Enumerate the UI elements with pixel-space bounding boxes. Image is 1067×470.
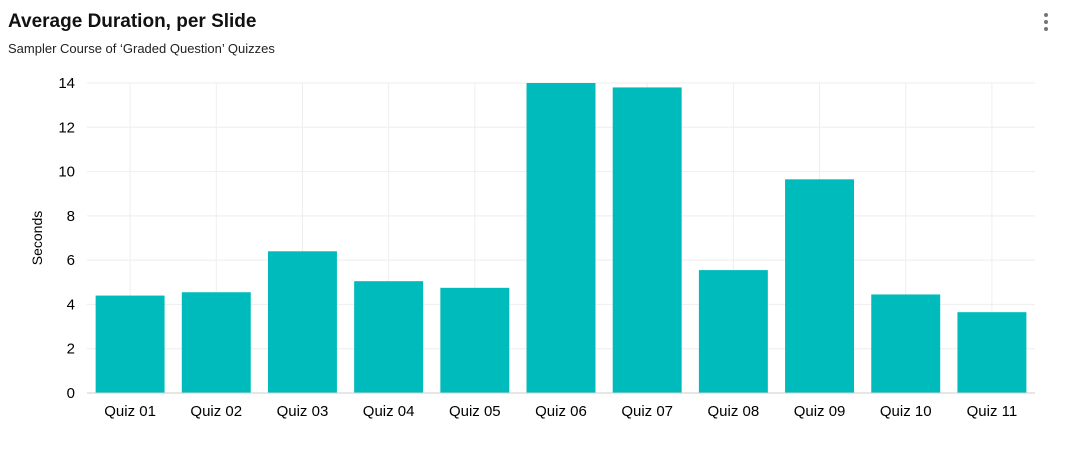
x-tick-label: Quiz 01 <box>104 403 156 420</box>
x-tick-label: Quiz 10 <box>880 403 932 420</box>
more-options-button[interactable] <box>1036 10 1056 34</box>
y-axis-title: Seconds <box>29 211 45 265</box>
x-tick-label: Quiz 06 <box>535 403 587 420</box>
x-tick-label: Quiz 04 <box>363 403 415 420</box>
x-tick-labels: Quiz 01 Quiz 02 Quiz 03 Quiz 04 Quiz 05 Quiz … <box>104 403 1017 420</box>
x-tick-label: Quiz 11 <box>967 403 1018 420</box>
y-tick-label: 0 <box>67 385 75 402</box>
chart-subtitle: Sampler Course of ‘Graded Question’ Quiz… <box>8 41 275 56</box>
bar-quiz-04[interactable] <box>354 281 424 393</box>
bar-quiz-05[interactable] <box>440 287 510 393</box>
bar-quiz-06[interactable] <box>526 83 596 393</box>
bar-quiz-11[interactable] <box>957 312 1027 393</box>
x-tick-label: Quiz 05 <box>449 403 501 420</box>
bar-quiz-09[interactable] <box>785 179 855 393</box>
y-tick-label: 6 <box>67 252 75 269</box>
y-tick-label: 14 <box>58 75 75 92</box>
bar-quiz-10[interactable] <box>871 294 941 393</box>
x-tick-label: Quiz 08 <box>708 403 760 420</box>
bar-quiz-01[interactable] <box>95 295 165 393</box>
bar-quiz-07[interactable] <box>612 87 682 394</box>
y-tick-label: 12 <box>58 119 75 136</box>
chart-title: Average Duration, per Slide <box>8 11 257 32</box>
x-tick-label: Quiz 03 <box>277 403 329 420</box>
more-vertical-icon <box>1044 13 1048 17</box>
x-tick-label: Quiz 09 <box>794 403 846 420</box>
y-tick-labels: 0 2 4 6 8 10 12 14 <box>58 75 75 402</box>
bar-quiz-08[interactable] <box>698 270 768 393</box>
bars <box>95 83 1027 394</box>
bar-quiz-02[interactable] <box>181 292 251 393</box>
y-tick-label: 10 <box>58 164 75 181</box>
y-tick-label: 2 <box>67 341 75 358</box>
more-vertical-icon-dot-2 <box>1044 20 1048 24</box>
more-vertical-icon-dot-3 <box>1044 27 1048 31</box>
x-tick-label: Quiz 02 <box>190 403 242 420</box>
y-tick-label: 4 <box>67 296 75 313</box>
bar-quiz-03[interactable] <box>267 251 337 393</box>
y-tick-label: 8 <box>67 208 75 225</box>
x-tick-label: Quiz 07 <box>621 403 673 420</box>
